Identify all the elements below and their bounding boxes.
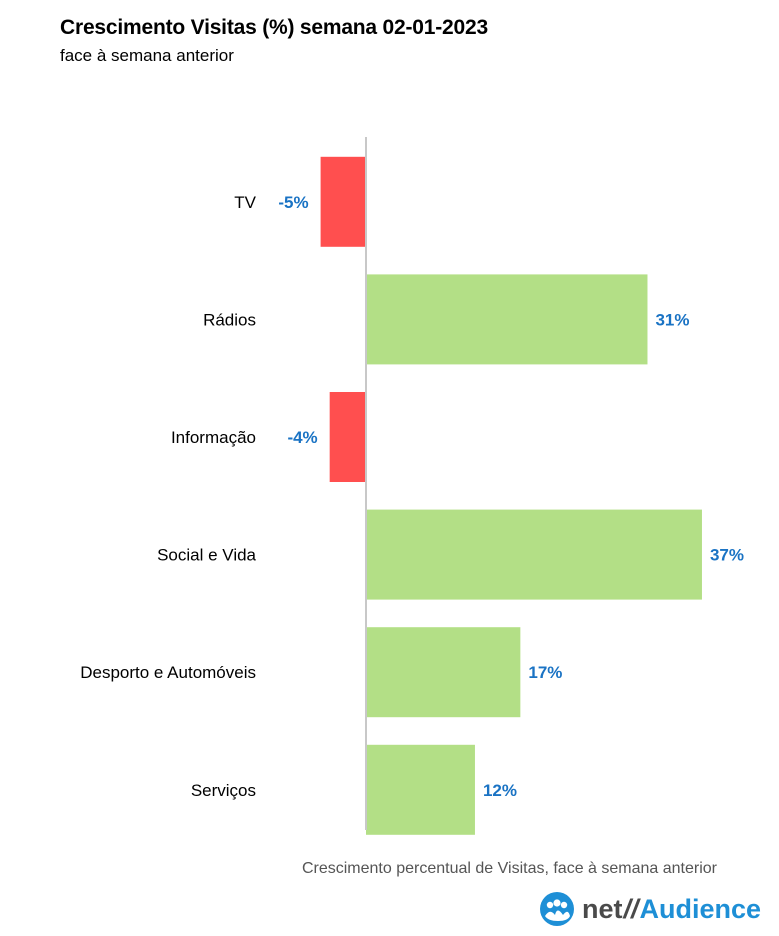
logo-suffix: Audience <box>639 893 761 924</box>
logo-prefix: net <box>581 893 623 924</box>
netaudience-logo: net//Audience <box>539 892 761 926</box>
bar-6 <box>366 744 475 835</box>
category-label: Serviços <box>191 781 256 800</box>
value-label: 37% <box>710 546 744 565</box>
bar-4 <box>366 509 702 600</box>
chart-subtitle: face à semana anterior <box>60 46 234 65</box>
bar-5 <box>366 627 521 718</box>
value-label: -5% <box>278 193 308 212</box>
category-label: Informação <box>171 428 256 447</box>
category-label: TV <box>234 193 256 212</box>
chart-title: Crescimento Visitas (%) semana 02-01-202… <box>60 16 488 39</box>
value-label: 17% <box>528 663 562 682</box>
logo-wordmark: net//Audience <box>581 893 761 924</box>
category-label: Rádios <box>203 310 256 329</box>
bar-chart: TV -5% Rádios 31% Informação -4% Social e Vida… <box>80 137 744 835</box>
value-label: -4% <box>287 428 317 447</box>
bar-3 <box>329 392 366 482</box>
value-label: 31% <box>655 310 689 329</box>
category-label: Social e Vida <box>157 546 256 565</box>
bar-2 <box>366 274 648 365</box>
category-label: Desporto e Automóveis <box>80 663 256 682</box>
value-label: 12% <box>483 781 517 800</box>
people-group-icon <box>539 892 574 926</box>
logo-separator: // <box>623 893 639 924</box>
x-axis-caption: Crescimento percentual de Visitas, face … <box>301 860 717 877</box>
bar-1 <box>320 156 366 247</box>
